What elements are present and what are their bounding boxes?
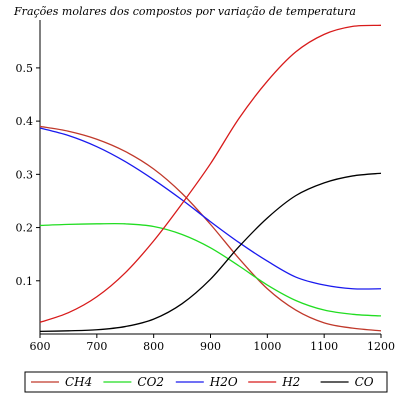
legend-label-co2: CO2 <box>137 375 164 389</box>
series-line-h2 <box>39 24 382 323</box>
y-tick-label: 0.3 <box>16 168 34 181</box>
chart-title: Frações molares dos compostos por variaç… <box>13 5 356 18</box>
x-tick-label: 600 <box>30 340 51 353</box>
axes: 600 700 800 900 1000 1100 1200 0.1 0.2 0.3 0.4 0.5 <box>16 20 395 353</box>
y-tick-label: 0.5 <box>16 62 34 75</box>
x-tick-label: 1000 <box>253 340 281 353</box>
x-tick-label: 700 <box>86 340 107 353</box>
legend-label-h2o: H2O <box>209 375 238 389</box>
series-lines <box>39 24 382 332</box>
legend-box <box>24 371 388 393</box>
series-line-h2o <box>39 127 382 290</box>
legend-label-co: CO <box>355 375 374 389</box>
x-tick-label: 800 <box>143 340 164 353</box>
legend-label-ch4: CH4 <box>65 375 92 389</box>
x-tick-label: 1200 <box>367 340 395 353</box>
y-tick-label: 0.1 <box>16 275 34 288</box>
legend-label-h2: H2 <box>281 375 300 389</box>
series-line-co2 <box>39 222 382 317</box>
y-tick-label: 0.2 <box>16 222 34 235</box>
series-line-ch4 <box>39 125 382 332</box>
legend: CH4 CO2 H2O H2 CO <box>24 371 388 393</box>
series-line-co <box>39 172 382 332</box>
x-tick-label: 1100 <box>310 340 338 353</box>
x-tick-label: 900 <box>200 340 221 353</box>
y-tick-label: 0.4 <box>16 115 34 128</box>
